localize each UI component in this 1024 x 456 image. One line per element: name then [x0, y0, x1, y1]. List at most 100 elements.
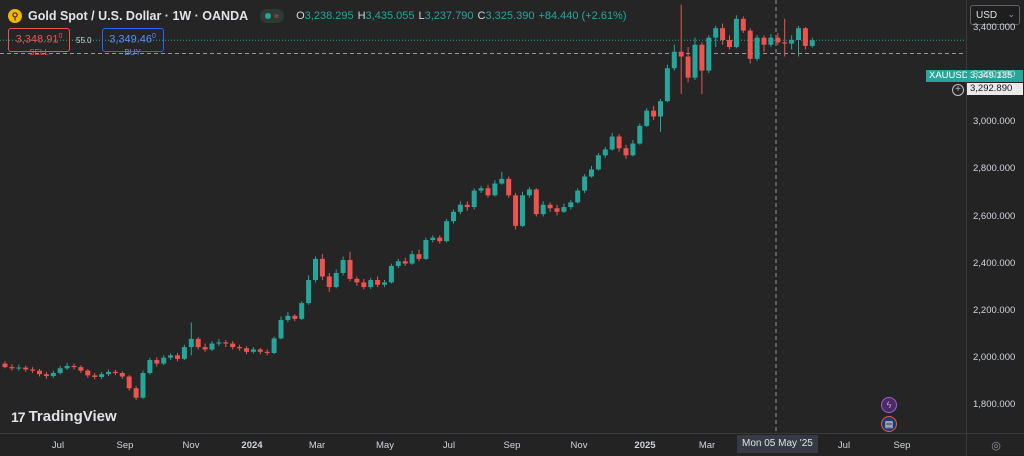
candle-body [92, 375, 98, 377]
x-tick-label: Sep [116, 440, 134, 451]
candle [602, 147, 608, 158]
candle [368, 277, 374, 289]
candle [471, 188, 477, 210]
candle-body [423, 240, 429, 259]
candle-body [264, 351, 270, 353]
candle-body [30, 369, 36, 371]
candle [554, 204, 560, 216]
candle-body [2, 363, 8, 368]
y-tick-label: 2,000.000 [973, 351, 1016, 363]
candle-body [71, 365, 77, 368]
axis-settings-button[interactable]: ◎ [966, 433, 1024, 456]
candle-body [664, 68, 670, 102]
candle-body [706, 37, 712, 71]
candle-body [492, 183, 498, 196]
candle [754, 35, 760, 62]
candle-body [78, 367, 84, 371]
candle-body [285, 315, 291, 321]
candle-body [326, 276, 332, 288]
low-value: 3,237.790 [424, 10, 474, 22]
candle [526, 187, 532, 198]
y-tick-label: 2,400.000 [973, 257, 1016, 269]
candle-body [85, 370, 91, 376]
candle [313, 256, 318, 283]
candle-body [485, 188, 491, 196]
candle [112, 369, 118, 376]
candle [188, 322, 194, 356]
candle-body [382, 282, 387, 285]
us-flag-event-icon[interactable]: ▤ [881, 416, 897, 432]
add-alert-icon[interactable]: + [952, 84, 964, 96]
candle [409, 250, 415, 265]
candle-body [112, 371, 118, 373]
candle [664, 64, 670, 103]
candle [181, 344, 187, 361]
candle [133, 385, 139, 401]
candle [402, 257, 408, 266]
plot-area[interactable] [0, 0, 966, 433]
candle [202, 343, 208, 352]
candle-body [782, 42, 788, 44]
y-tick-label: 3,200.000 [973, 69, 1016, 81]
candle [644, 108, 650, 128]
candle-body [16, 367, 22, 369]
market-status-pill[interactable]: ≈ [260, 9, 285, 23]
sell-button[interactable]: 3,348.910 SELL [8, 28, 70, 57]
candle [361, 278, 367, 290]
candle [609, 132, 615, 151]
tradingview-logo[interactable]: 17 TradingView [11, 408, 117, 425]
candle-body [244, 348, 249, 352]
candle-body [478, 188, 484, 191]
ohlc-readout: O3,238.295 H3,435.055 L3,237.790 C3,325.… [296, 10, 626, 22]
currency-label: USD [976, 10, 998, 21]
candle [216, 338, 222, 346]
low-key: L [418, 10, 425, 22]
candle-body [589, 169, 594, 177]
candle-body [333, 272, 339, 288]
candle-body [437, 237, 443, 242]
x-tick-label: 2024 [241, 440, 263, 451]
candle [16, 364, 22, 371]
symbol-title[interactable]: Gold Spot / U.S. Dollar · 1W · OANDA [28, 9, 249, 23]
candle [9, 364, 15, 371]
candle-body [789, 40, 795, 44]
candle [430, 235, 436, 243]
candle [761, 35, 767, 52]
x-tick-label: Mar [308, 440, 326, 451]
candle-body [223, 342, 229, 344]
symbol-price-tag: XAUUSD [926, 70, 972, 82]
x-tick-label: Sep [503, 440, 521, 451]
candle-body [354, 278, 360, 283]
sell-label: SELL [29, 47, 49, 57]
candle [147, 357, 153, 375]
candle-body [540, 204, 546, 215]
close-value: 3,325.390 [485, 10, 535, 22]
candle-body [278, 320, 284, 339]
candle-body [126, 376, 132, 389]
candle-body [582, 176, 588, 191]
candle [575, 188, 581, 204]
candle-body [526, 189, 532, 196]
candle [30, 367, 36, 373]
y-tick-label: 2,600.000 [973, 210, 1016, 222]
candle [209, 341, 215, 352]
candle-body [768, 37, 774, 45]
symbol-header[interactable]: ⚲ Gold Spot / U.S. Dollar · 1W · OANDA ≈… [8, 8, 627, 24]
candle-body [796, 28, 801, 41]
candle-body [202, 347, 208, 350]
candle-body [575, 190, 581, 203]
buy-button[interactable]: 3,349.460 BUY [101, 28, 164, 57]
time-axis[interactable] [0, 433, 966, 456]
status-wave-icon: ≈ [274, 11, 280, 21]
lightning-event-icon[interactable]: ϟ [881, 397, 897, 413]
candle [168, 353, 174, 361]
candle [250, 347, 256, 354]
candle-body [568, 202, 574, 208]
candle [451, 209, 456, 224]
currency-selector[interactable]: USD ⌄ [970, 5, 1020, 25]
candle-body [154, 360, 160, 364]
candle [71, 363, 77, 370]
x-tick-label: May [376, 440, 394, 451]
